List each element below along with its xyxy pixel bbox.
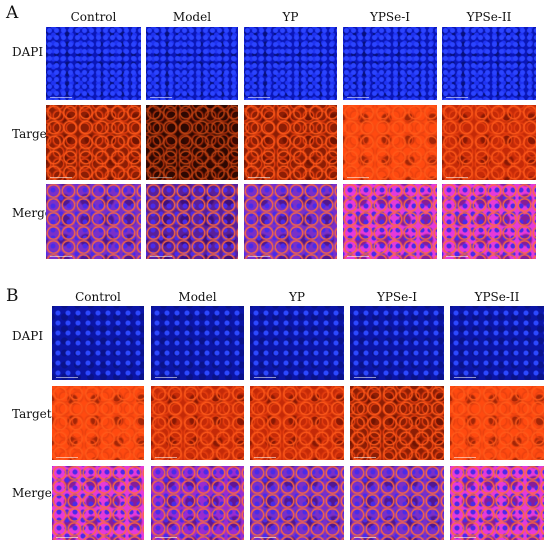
panel-b-target-control-image	[52, 386, 144, 460]
panel-a-col-ypse-i: YPSe-I	[369, 10, 411, 24]
panel-b-merge-model-image	[151, 466, 244, 540]
panel-a-dapi-model-image	[146, 27, 238, 100]
panel-a-letter: A	[6, 3, 19, 23]
panel-a-merge-model-image	[146, 184, 238, 259]
panel-b-target-ypse-i-image	[350, 386, 444, 460]
panel-b-dapi-ypse-ii-image	[450, 306, 544, 380]
panel-a-merge-yp-image	[244, 184, 337, 259]
panel-b-row-merge: Merge	[12, 486, 52, 500]
panel-b-dapi-yp-image	[250, 306, 344, 380]
panel-b-row-target: Target	[12, 407, 52, 421]
panel-b-dapi-model-image	[151, 306, 244, 380]
panel-a-col-model: Model	[172, 10, 212, 24]
panel-b-letter: B	[6, 286, 19, 306]
panel-a-target-ypse-i-image	[343, 105, 437, 180]
panel-b-dapi-control-image	[52, 306, 144, 380]
panel-a-merge-control-image	[46, 184, 141, 259]
panel-b-merge-control-image	[52, 466, 144, 540]
panel-b-col-ypse-ii: YPSe-II	[474, 290, 520, 304]
panel-a-target-model-image	[146, 105, 238, 180]
panel-b-merge-ypse-ii-image	[450, 466, 544, 540]
panel-a-col-control: Control	[70, 10, 117, 24]
panel-a-dapi-yp-image	[244, 27, 337, 100]
panel-b-target-yp-image	[250, 386, 344, 460]
panel-a-merge-ypse-ii-image	[442, 184, 536, 259]
panel-b-col-yp: YP	[289, 290, 305, 304]
panel-a-target-yp-image	[244, 105, 337, 180]
panel-a-target-ypse-ii-image	[442, 105, 536, 180]
panel-b-row-dapi: DAPI	[12, 329, 44, 343]
panel-a-col-ypse-ii: YPSe-II	[466, 10, 512, 24]
panel-b-merge-ypse-i-image	[350, 466, 444, 540]
panel-b-merge-yp-image	[250, 466, 344, 540]
panel-b-dapi-ypse-i-image	[350, 306, 444, 380]
panel-b-col-model: Model	[178, 290, 217, 304]
panel-a-dapi-control-image	[46, 27, 141, 100]
panel-b-target-ypse-ii-image	[450, 386, 544, 460]
panel-b-col-control: Control	[75, 290, 121, 304]
panel-a-row-target: Target	[12, 127, 52, 141]
panel-a-row-merge: Merge	[12, 206, 52, 220]
panel-b-target-model-image	[151, 386, 244, 460]
panel-a-row-dapi: DAPI	[12, 45, 44, 59]
panel-a-dapi-ypse-ii-image	[442, 27, 536, 100]
panel-a-dapi-ypse-i-image	[343, 27, 437, 100]
panel-a-target-control-image	[46, 105, 141, 180]
panel-b-col-ypse-i: YPSe-I	[376, 290, 418, 304]
panel-a-col-yp: YP	[282, 10, 299, 24]
panel-a-merge-ypse-i-image	[343, 184, 437, 259]
